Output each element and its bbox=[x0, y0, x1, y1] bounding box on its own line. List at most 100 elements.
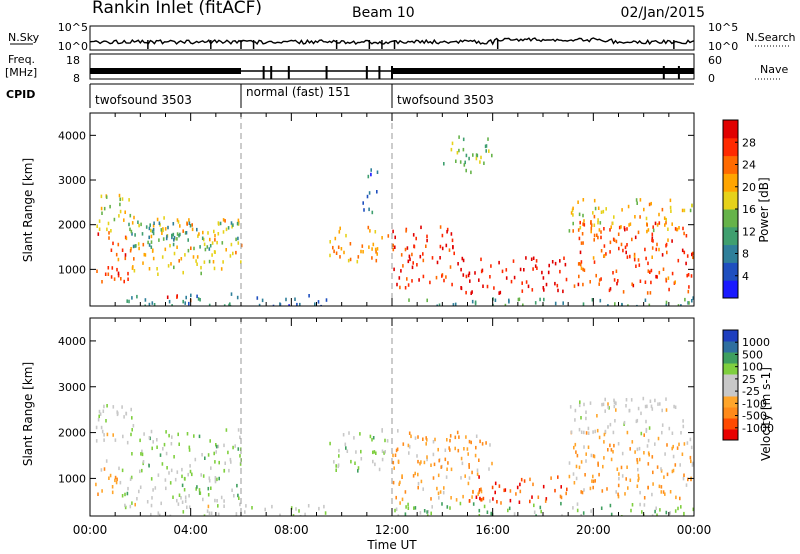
data-cell bbox=[374, 230, 377, 234]
data-cell bbox=[117, 273, 120, 278]
data-cell bbox=[476, 472, 479, 476]
data-cell bbox=[518, 297, 521, 301]
data-cell bbox=[198, 232, 200, 236]
data-cell bbox=[144, 298, 147, 302]
data-cell bbox=[101, 489, 103, 493]
data-cell bbox=[660, 467, 662, 471]
data-cell bbox=[540, 509, 542, 514]
data-cell bbox=[151, 229, 154, 234]
data-cell bbox=[211, 253, 213, 257]
data-cell bbox=[443, 486, 445, 490]
data-cell bbox=[426, 455, 428, 459]
power-colorbar-swatch-8 bbox=[723, 137, 738, 157]
data-cell bbox=[462, 494, 464, 499]
data-cell bbox=[471, 470, 473, 475]
data-cell bbox=[575, 464, 578, 469]
data-cell bbox=[585, 459, 587, 463]
data-cell bbox=[179, 224, 181, 228]
data-cell bbox=[572, 472, 575, 476]
data-cell bbox=[620, 242, 623, 247]
data-cell bbox=[394, 235, 396, 240]
data-cell bbox=[173, 251, 176, 256]
data-cell bbox=[359, 432, 361, 436]
data-cell bbox=[678, 442, 680, 447]
data-cell bbox=[137, 242, 140, 246]
data-cell bbox=[609, 228, 611, 232]
data-cell bbox=[236, 295, 239, 300]
data-cell bbox=[151, 496, 153, 500]
data-cell bbox=[543, 288, 545, 292]
data-cell bbox=[669, 205, 672, 210]
data-cell bbox=[148, 243, 151, 247]
data-cell bbox=[153, 221, 155, 225]
data-cell bbox=[636, 484, 639, 488]
data-cell bbox=[386, 439, 389, 443]
data-cell bbox=[106, 227, 108, 232]
data-cell bbox=[176, 245, 178, 249]
velocity-colorbar-swatch-5 bbox=[723, 374, 738, 386]
data-cell bbox=[166, 234, 168, 239]
data-cell bbox=[579, 220, 581, 225]
data-cell bbox=[238, 496, 240, 500]
data-cell bbox=[665, 510, 668, 515]
data-cell bbox=[491, 153, 493, 158]
data-cell bbox=[176, 295, 178, 299]
data-cell bbox=[441, 502, 443, 506]
data-cell bbox=[468, 156, 470, 161]
data-cell bbox=[652, 239, 654, 243]
data-cell bbox=[583, 445, 585, 449]
data-cell bbox=[105, 195, 108, 199]
data-cell bbox=[574, 442, 577, 447]
data-cell bbox=[685, 483, 688, 487]
data-cell bbox=[673, 404, 675, 409]
data-cell bbox=[426, 510, 428, 514]
data-cell bbox=[468, 465, 470, 469]
data-cell bbox=[590, 453, 593, 458]
data-cell bbox=[375, 258, 378, 263]
data-cell bbox=[209, 244, 212, 248]
data-cell bbox=[596, 428, 599, 433]
data-cell bbox=[125, 236, 128, 241]
data-cell bbox=[348, 431, 350, 435]
data-cell bbox=[150, 240, 153, 244]
data-cell bbox=[466, 447, 469, 451]
data-cell bbox=[161, 231, 163, 235]
data-cell bbox=[112, 241, 114, 246]
nsearch-tick-bottom: 10^0 bbox=[708, 40, 738, 53]
data-cell bbox=[101, 280, 103, 284]
data-cell bbox=[346, 449, 349, 453]
data-cell bbox=[106, 432, 109, 437]
data-cell bbox=[203, 514, 206, 516]
data-cell bbox=[629, 478, 632, 482]
data-cell bbox=[197, 297, 200, 301]
data-cell bbox=[111, 490, 114, 495]
data-cell bbox=[237, 493, 239, 498]
data-cell bbox=[604, 409, 606, 413]
data-cell bbox=[180, 257, 183, 261]
data-cell bbox=[488, 467, 490, 471]
data-cell bbox=[196, 262, 198, 266]
data-cell bbox=[292, 514, 295, 516]
data-cell bbox=[683, 473, 685, 477]
data-cell bbox=[602, 464, 604, 469]
data-cell bbox=[109, 473, 112, 478]
data-cell bbox=[629, 254, 631, 259]
data-cell bbox=[162, 447, 164, 451]
data-cell bbox=[232, 251, 234, 256]
data-cell bbox=[633, 257, 636, 262]
power-colorbar: 28 24 20 16 12 8 4 bbox=[722, 119, 756, 299]
data-cell bbox=[188, 494, 190, 498]
data-cell bbox=[419, 254, 422, 259]
data-cell bbox=[674, 405, 677, 409]
data-cell bbox=[436, 486, 438, 491]
data-cell bbox=[601, 489, 604, 493]
data-cell bbox=[418, 278, 420, 282]
data-cell bbox=[231, 488, 233, 492]
data-cell bbox=[407, 502, 409, 507]
data-cell bbox=[655, 274, 657, 279]
data-cell bbox=[634, 450, 636, 454]
data-cell bbox=[195, 487, 197, 491]
data-cell bbox=[121, 197, 124, 201]
nsearch-label: N.Search bbox=[746, 31, 796, 44]
data-cell bbox=[650, 201, 652, 206]
